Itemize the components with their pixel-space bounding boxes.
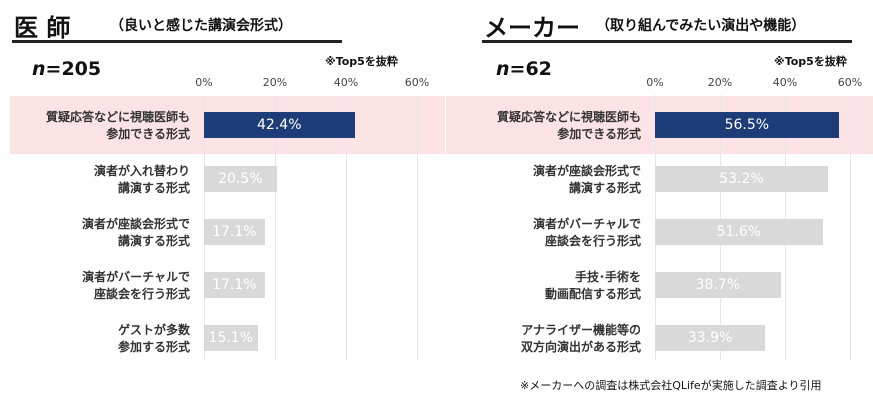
category-label: 演者が座談会形式で 講演する形式 <box>532 164 641 195</box>
right-sample-size: n=62 <box>496 58 552 80</box>
bar-value-label: 20.5% <box>218 171 263 187</box>
bar-value-label: 51.6% <box>716 224 762 240</box>
bar-value-label: 33.9% <box>687 330 733 346</box>
axis-tick-label: 20% <box>707 76 733 89</box>
axis-tick-label: 60% <box>404 76 430 89</box>
right-title-underline <box>482 40 852 43</box>
category-label: 質疑応答などに視聴医師も 参加できる形式 <box>496 110 641 141</box>
left-title-underline <box>12 40 342 43</box>
category-label: ゲストが多数 参加する形式 <box>117 323 190 354</box>
axis-tick-label: 60% <box>837 76 863 89</box>
footer-note: ※メーカーへの調査は株式会社QLifeが実施した調査より引用 <box>520 379 822 392</box>
bar <box>204 166 277 192</box>
gridline <box>417 95 418 360</box>
axis-tick-label: 40% <box>333 76 359 89</box>
bar-value-label: 53.2% <box>719 171 764 187</box>
category-label: 手技･手術を 動画配信する形式 <box>544 270 641 301</box>
bar-value-label: 17.1% <box>212 277 257 293</box>
right-note: ※Top5を抜粋 <box>774 55 847 68</box>
bar-value-label: 38.7% <box>695 277 741 293</box>
bar <box>204 112 355 138</box>
axis-tick-label: 0% <box>646 76 664 89</box>
bar <box>655 325 766 351</box>
bar-value-label: 56.5% <box>724 117 770 133</box>
left-title: 医 師 <box>14 14 71 42</box>
gridline <box>850 95 851 360</box>
category-label: 演者が入れ替わり 講演する形式 <box>93 164 190 195</box>
category-label: 演者が座談会形式で 講演する形式 <box>81 217 190 248</box>
bar <box>655 166 828 192</box>
bar-value-label: 42.4% <box>257 117 302 133</box>
bar <box>204 325 258 351</box>
gridline <box>275 95 276 360</box>
bar-value-label: 17.1% <box>212 224 257 240</box>
left-sample-size: n=205 <box>32 58 102 80</box>
right-subtitle: （取り組んでみたい演出や機能） <box>596 18 806 34</box>
category-label: 演者がバーチャルで 座談会を行う形式 <box>533 217 641 248</box>
category-label: アナライザー機能等の 双方向演出がある形式 <box>520 323 641 354</box>
right-title: メーカー <box>484 14 580 42</box>
category-label: 質疑応答などに視聴医師も 参加できる形式 <box>45 110 190 141</box>
bar <box>655 112 839 138</box>
left-subtitle: （良いと感じた講演会形式） <box>110 18 292 34</box>
bar <box>655 272 781 298</box>
left-panel: 医 師 （良いと感じた講演会形式） n=205 ※Top5を抜粋 0% 20% 40… <box>0 0 445 380</box>
gridline <box>346 95 347 360</box>
bar-value-label: 15.1% <box>208 330 254 346</box>
bar <box>204 219 265 245</box>
bar <box>204 272 265 298</box>
left-note: ※Top5を抜粋 <box>325 55 398 68</box>
axis-tick-label: 40% <box>772 76 798 89</box>
category-label: 演者がバーチャルで 座談会を行う形式 <box>82 270 190 301</box>
axis-tick-label: 0% <box>195 76 213 89</box>
right-panel: メーカー （取り組んでみたい演出や機能） n=62 ※Top5を抜粋 0% 20%… <box>446 0 873 380</box>
bar <box>655 219 823 245</box>
axis-tick-label: 20% <box>262 76 288 89</box>
